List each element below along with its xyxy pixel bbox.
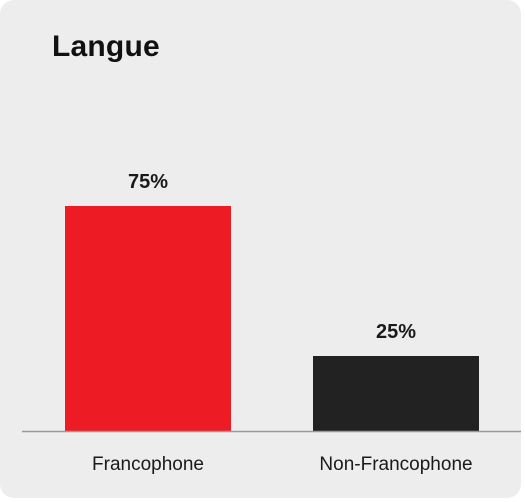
value-label: 25% — [376, 321, 416, 343]
chart-title: Langue — [52, 30, 160, 63]
category-label: Francophone — [92, 454, 204, 475]
bar-non-francophone — [313, 356, 479, 431]
bar-francophone — [65, 206, 231, 431]
category-label: Non-Francophone — [319, 454, 472, 475]
value-label: 75% — [128, 171, 168, 193]
